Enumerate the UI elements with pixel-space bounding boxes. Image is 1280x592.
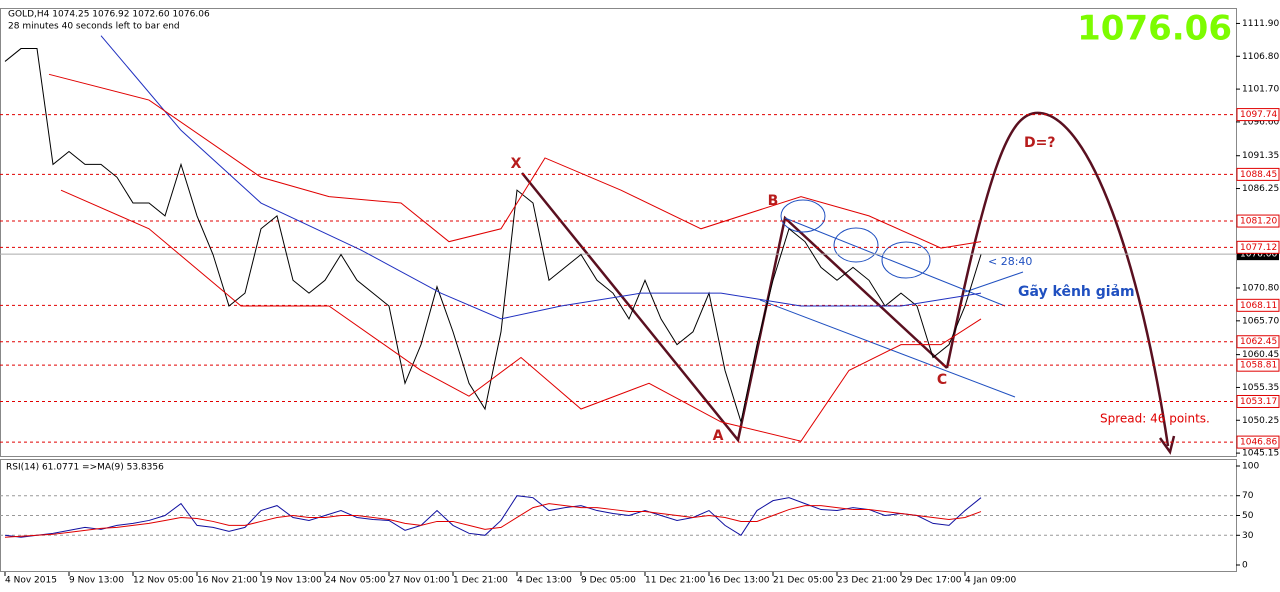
circle [881, 241, 931, 279]
level-label: 1046.86 [1240, 438, 1277, 448]
current-box [1237, 248, 1279, 261]
y-tick-label: 1065.70 [1242, 316, 1279, 326]
projection-curve [945, 111, 1170, 447]
y-tick-label: 50 [1242, 511, 1254, 521]
x-tick-label: 16 Nov 21:00 [197, 576, 258, 586]
level-box [1236, 335, 1280, 349]
level-box [1236, 214, 1280, 228]
label-a: A [713, 428, 724, 444]
channel-label: Gãy kênh giảm [1018, 284, 1135, 300]
circle [833, 227, 879, 263]
y-tick-label: 1091.35 [1242, 151, 1279, 161]
circle [780, 199, 826, 233]
level-box [1236, 394, 1280, 408]
spread: Spread: 46 points. [1100, 412, 1210, 426]
level-box [1236, 167, 1280, 181]
y-tick-label: 100 [1242, 462, 1259, 472]
label-d: D=? [1024, 135, 1055, 151]
y-tick-label: 1111.90 [1242, 19, 1279, 29]
rsi-title: RSI(14) 61.0771 =>MA(9) 53.8356 [6, 463, 164, 473]
y-tick-label: 1101.70 [1242, 85, 1279, 95]
y-tick-label: 1106.80 [1242, 52, 1279, 62]
x-tick-label: 11 Dec 21:00 [645, 576, 706, 586]
level-label: 1062.45 [1240, 337, 1277, 347]
level-box [1236, 435, 1280, 449]
series-line [4, 503, 982, 538]
level-box [1236, 358, 1280, 372]
y-tick-label: 1096.60 [1242, 117, 1279, 127]
level-label: 1068.11 [1240, 301, 1277, 311]
series-line [48, 73, 982, 249]
series-line [4, 48, 982, 424]
x-tick-label: 21 Dec 05:00 [773, 576, 834, 586]
level-label: 1097.74 [1240, 110, 1277, 120]
level-box [1236, 108, 1280, 122]
timer: < 28:40 [988, 255, 1032, 268]
x-tick-label: 1 Dec 21:00 [453, 576, 508, 586]
label-b: B [768, 193, 779, 209]
label-c: C [937, 372, 947, 388]
last-price: 1076.06 [1077, 9, 1232, 49]
x-tick-label: 19 Nov 13:00 [261, 576, 322, 586]
y-tick-label: 1045.15 [1242, 449, 1279, 459]
y-tick-label: 1070.80 [1242, 284, 1279, 294]
subtitle: 28 minutes 40 seconds left to bar end [8, 22, 180, 32]
x-tick-label: 29 Dec 17:00 [901, 576, 962, 586]
x-tick-label: 16 Dec 13:00 [709, 576, 770, 586]
title: GOLD,H4 1074.25 1076.92 1072.60 1076.06 [8, 10, 210, 20]
level-label: 1081.20 [1240, 217, 1277, 227]
x-tick-label: 24 Nov 05:00 [325, 576, 386, 586]
y-tick-label: 1055.35 [1242, 383, 1279, 393]
x-tick-label: 9 Nov 13:00 [69, 576, 124, 586]
channel-lower [759, 299, 1016, 398]
series-line [100, 35, 982, 320]
level-box [1236, 298, 1280, 312]
channel [759, 199, 1024, 398]
arrow-head [1158, 435, 1176, 455]
y-tick-label: 1050.25 [1242, 416, 1279, 426]
level-label: 1058.81 [1240, 361, 1277, 371]
x-tick-label: 12 Nov 05:00 [133, 576, 194, 586]
xabcd-zigzag [521, 172, 948, 443]
label-x: X [511, 156, 522, 172]
main-frame [0, 8, 1237, 457]
level-label: 1088.45 [1240, 170, 1277, 180]
x-tick-label: 27 Nov 01:00 [389, 576, 450, 586]
level-label: 1077.12 [1240, 243, 1277, 253]
current-label: 1076.06 [1240, 250, 1277, 260]
x-tick-label: 9 Dec 05:00 [581, 576, 636, 586]
x-tick-label: 4 Dec 13:00 [517, 576, 572, 586]
y-tick-label: 1086.25 [1242, 184, 1279, 194]
y-tick-label: 1060.45 [1242, 350, 1279, 360]
y-tick-label: 70 [1242, 491, 1254, 501]
level-label: 1053.17 [1240, 397, 1277, 407]
x-tick-label: 4 Jan 09:00 [965, 576, 1017, 586]
series-line [4, 495, 982, 538]
pattern-lines [521, 111, 1176, 455]
arrow [964, 271, 1024, 293]
x-tick-label: 4 Nov 2015 [5, 576, 57, 586]
level-box [1236, 240, 1280, 254]
y-tick-label: 30 [1242, 531, 1254, 541]
y-tick-label: 0 [1242, 561, 1248, 571]
x-tick-label: 23 Dec 21:00 [837, 576, 898, 586]
series-line [60, 189, 982, 442]
